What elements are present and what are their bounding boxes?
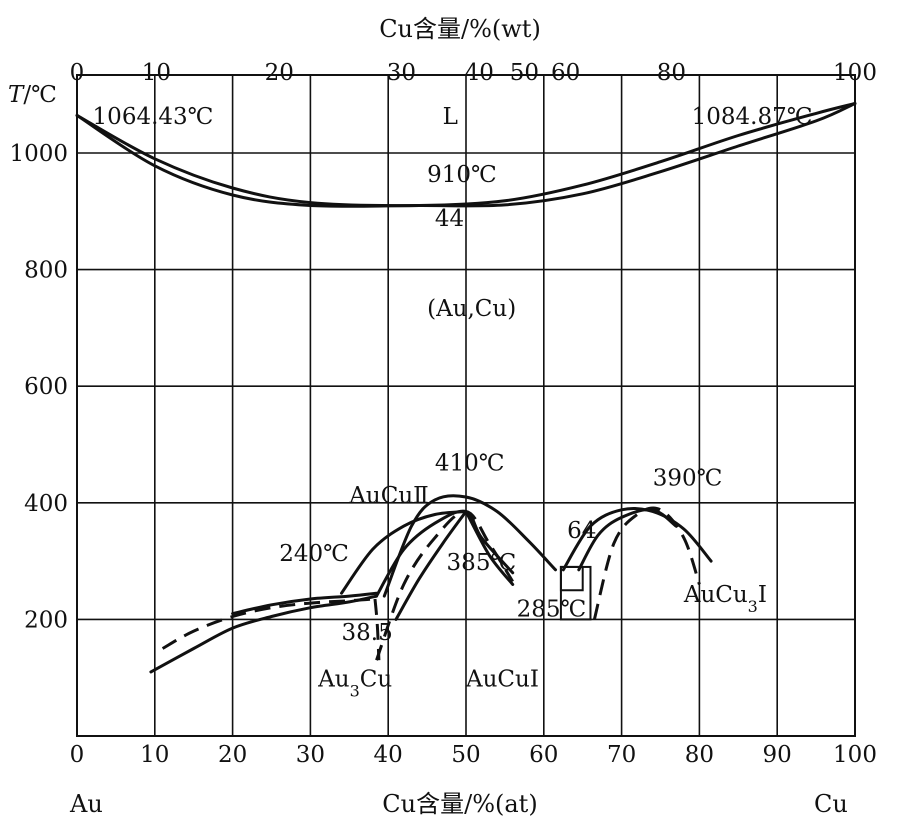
annotation-label: 390℃ [653,465,723,491]
y-tick-label: 400 [24,491,68,517]
phase-boundaries [75,102,857,674]
series-au3cu-ordering-dashed [161,597,373,650]
y-tick-label: 800 [24,258,68,284]
x-tick-label: 100 [833,742,877,768]
y-axis-ticks: 200 400 600 800 1000 [9,141,68,633]
series-aucu3-dome-outer [561,506,713,572]
top-tick-label: 10 [142,60,171,86]
y-tick-label: 200 [24,607,68,633]
x-tick-label: 0 [70,742,85,768]
annotation-label: AuCuⅡ [348,483,428,509]
series-solidus [75,102,857,208]
annotation-label: 44 [435,206,464,232]
series-aucu-i-dome-inner [375,509,515,598]
annotation-label: AuCu3Ⅰ [683,582,767,616]
annotation-label: (Au,Cu) [427,296,516,322]
x-tick-label: 70 [607,742,636,768]
top-tick-label: 60 [551,60,580,86]
aucu3-box [559,565,592,621]
annotation-label: 64 [567,518,596,544]
annotation-label: AuCuⅠ [465,666,539,692]
series-aucu-right-dashed [375,510,514,661]
annotation-label: 410℃ [435,451,505,477]
annotation-label: 1064.43℃ [93,104,214,130]
annotations: 1064.43℃ L 1084.87℃ 910℃ 44 (Au,Cu) 410℃ AuCuⅡ 3… [93,104,813,700]
x-tick-label: 10 [140,742,169,768]
top-tick-label: 100 [833,60,877,86]
x-axis-ticks: 0 10 20 30 40 50 60 70 80 90 100 [70,742,877,768]
top-axis-title: Cu含量/%(wt) [379,15,541,43]
annotation-label: 910℃ [427,162,497,188]
x-tick-label: 60 [529,742,558,768]
top-tick-label: 80 [657,60,686,86]
right-end-label: Cu [814,790,848,818]
x-tick-label: 20 [218,742,247,768]
series-au3cu-upper [231,591,378,616]
top-tick-label: 0 [70,60,85,86]
annotation-label: 1084.87℃ [692,104,813,130]
annotation-label: Au3Cu [317,666,392,700]
box-inner [559,565,584,592]
y-tick-label: 1000 [9,141,68,167]
annotation-label: 240℃ [279,541,349,567]
top-tick-label: 20 [265,60,294,86]
y-axis-title: T/℃ [8,82,57,108]
x-tick-label: 30 [296,742,325,768]
annotation-label: L [443,104,458,130]
series-aucu-ii-boundary [340,510,468,595]
top-tick-label: 50 [510,60,539,86]
x-tick-label: 50 [451,742,480,768]
series-aucu3-dome-inner [577,508,678,572]
series-aucu3-dashed [592,506,701,620]
left-end-label: Au [69,790,103,818]
annotation-label: 38.5 [342,620,393,646]
x-tick-label: 40 [374,742,403,768]
x-tick-label: 80 [685,742,714,768]
x-tick-label: 90 [763,742,792,768]
annotation-label: 385℃ [447,550,517,576]
series-liquidus [75,102,857,208]
series-aucu-i-right-branch [464,510,515,586]
series-aucu-ii-low-boundary [394,510,468,621]
top-tick-label: 30 [387,60,416,86]
y-tick-label: 600 [24,374,68,400]
top-axis-ticks: 0 10 20 30 40 50 60 80 100 [70,60,877,86]
top-tick-label: 40 [465,60,494,86]
x-axis-title: Cu含量/%(at) [382,790,537,818]
annotation-label: 285℃ [517,596,587,622]
series-aucu-i-dome-outer [382,494,557,598]
series-au3cu-ordering-solid [149,594,378,674]
